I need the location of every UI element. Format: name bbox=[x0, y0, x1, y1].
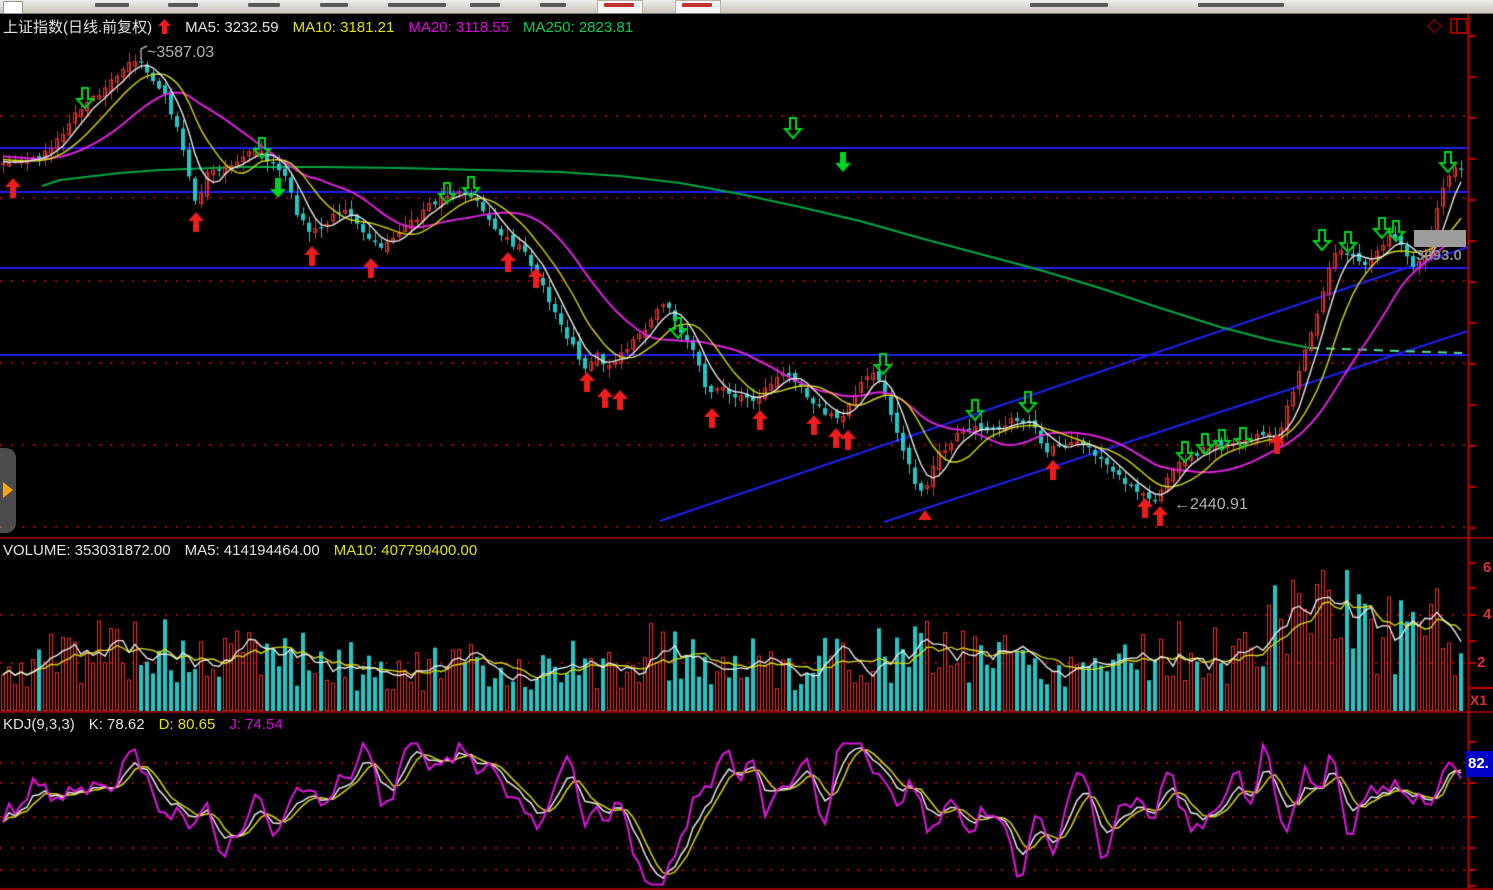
kdj-value-tag: 82. bbox=[1466, 751, 1493, 777]
toolbar-clipped-text bbox=[320, 3, 348, 7]
volume-ma10: MA10: 407790400.00 bbox=[333, 542, 478, 559]
kdj-title: KDJ(9,3,3) bbox=[3, 716, 75, 733]
toolbar-clipped-button-label bbox=[604, 3, 634, 7]
toolbar-clipped-text bbox=[95, 3, 129, 7]
main-chart-header: 上证指数(日线.前复权) MA5: 3232.59 MA10: 3181.21 MA2… bbox=[3, 16, 647, 37]
volume-ma5: MA5: 414194464.00 bbox=[184, 542, 320, 559]
trough-price-label: ←2440.91 bbox=[1174, 496, 1248, 513]
legend-ma5: MA5: 3232.59 bbox=[185, 19, 279, 36]
toolbar-clipped-text bbox=[470, 3, 500, 7]
volume-axis-label-2: 2 bbox=[1477, 654, 1486, 671]
chart-title: 上证指数(日线.前复权) bbox=[3, 19, 153, 36]
toolbar-clipped-button-label bbox=[682, 3, 712, 7]
trend-up-icon bbox=[158, 19, 172, 34]
toolbar-clipped-text bbox=[248, 3, 280, 7]
diamond-icon[interactable]: ◇ bbox=[1427, 15, 1442, 36]
split-window-icon[interactable] bbox=[1450, 18, 1468, 34]
kdj-header: KDJ(9,3,3) K: 78.62 D: 80.65 J: 74.54 bbox=[3, 716, 297, 733]
kdj-j-value: J: 74.54 bbox=[229, 716, 283, 733]
volume-value: VOLUME: 353031872.00 bbox=[3, 542, 171, 559]
toolbar-clipped-text bbox=[1030, 3, 1108, 7]
kdj-d-value: D: 80.65 bbox=[158, 716, 216, 733]
toolbar-clipped-text bbox=[1198, 3, 1284, 7]
legend-ma10: MA10: 3181.21 bbox=[292, 19, 395, 36]
price-tag-value: 3093.0 bbox=[1416, 247, 1462, 264]
app-icon[interactable] bbox=[3, 1, 23, 14]
volume-axis-label-6: 6 bbox=[1483, 559, 1492, 576]
toolbar-clipped-text bbox=[540, 3, 566, 7]
legend-ma20: MA20: 3118.55 bbox=[408, 19, 509, 36]
toolbar-clipped-text bbox=[168, 3, 198, 7]
price-tag-box bbox=[1414, 230, 1466, 247]
legend-ma250: MA250: 2823.81 bbox=[522, 19, 634, 36]
kdj-k-value: K: 78.62 bbox=[88, 716, 145, 733]
toolbar-clipped-text bbox=[388, 3, 446, 7]
expand-arrow-icon bbox=[3, 482, 13, 498]
sidebar-expand-handle[interactable] bbox=[0, 448, 16, 533]
volume-header: VOLUME: 353031872.00 MA5: 414194464.00 MA1… bbox=[3, 542, 491, 559]
peak-price-label: ~3587.03 bbox=[147, 44, 215, 61]
top-toolbar[interactable] bbox=[0, 0, 1493, 14]
volume-axis-label-4: 4 bbox=[1483, 606, 1492, 623]
volume-scale-label: X1 bbox=[1470, 692, 1488, 708]
